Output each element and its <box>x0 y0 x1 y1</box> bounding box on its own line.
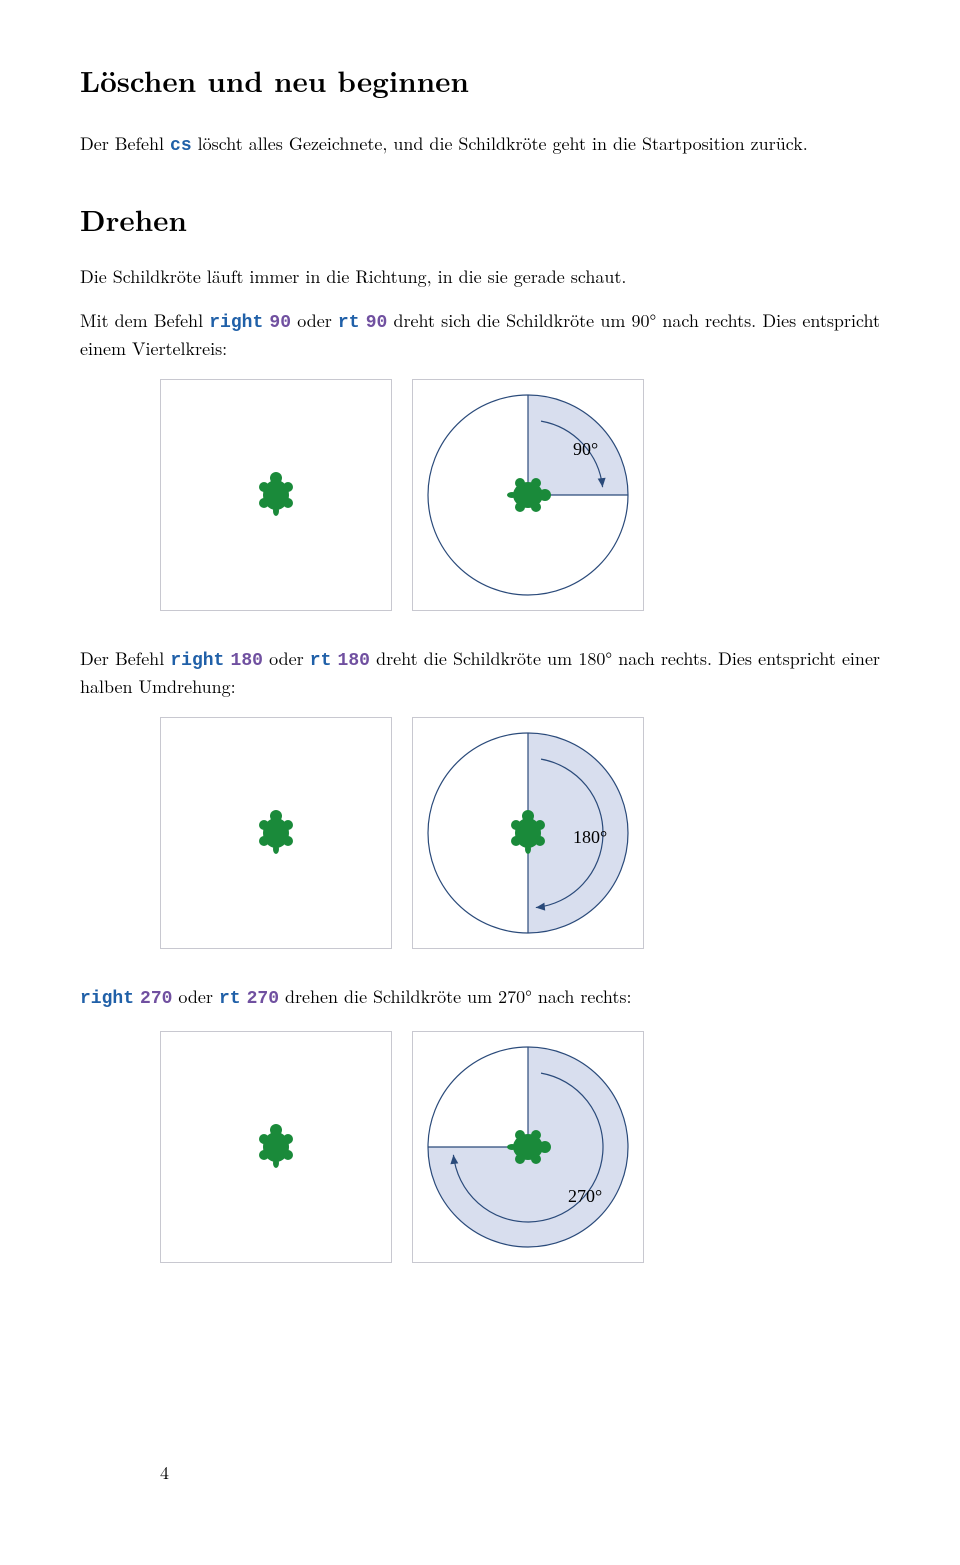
code-rt: rt <box>338 313 360 333</box>
para-right180: Der Befehl right 180 oder rt 180 dreht d… <box>80 646 880 699</box>
heading-clear: Löschen und neu beginnen <box>80 60 880 101</box>
text: oder <box>263 646 310 671</box>
text: Der Befehl <box>80 646 170 671</box>
code-right: right <box>80 989 134 1009</box>
fig-before-90 <box>160 379 392 611</box>
fig-after-90: 90° <box>412 379 644 611</box>
fig-before-270 <box>160 1031 392 1263</box>
text: löscht alles Gezeichnete, und die Schild… <box>192 131 808 156</box>
code-270b: 270 <box>247 989 279 1009</box>
text: drehen die Schildkröte um 270° nach rech… <box>279 984 632 1009</box>
heading-turn: Drehen <box>80 199 880 240</box>
svg-text:270°: 270° <box>568 1186 602 1206</box>
code-90: 90 <box>269 313 291 333</box>
code-180b: 180 <box>338 651 370 671</box>
code-180: 180 <box>231 651 263 671</box>
para-clear: Der Befehl cs löscht alles Gezeichnete, … <box>80 131 880 159</box>
para-right270: right 270 oder rt 270 drehen die Schildk… <box>80 984 880 1012</box>
code-rt: rt <box>219 989 241 1009</box>
code-90b: 90 <box>366 313 388 333</box>
code-right: right <box>170 651 224 671</box>
page-number: 4 <box>160 1460 169 1485</box>
text: Der Befehl <box>80 131 170 156</box>
text: Mit dem Befehl <box>80 308 209 333</box>
code-cs: cs <box>170 136 192 156</box>
svg-text:180°: 180° <box>573 827 607 847</box>
figure-row-180: 180° <box>160 717 880 949</box>
fig-after-180: 180° <box>412 717 644 949</box>
figure-row-90: 90° <box>160 379 880 611</box>
code-right: right <box>209 313 263 333</box>
svg-text:90°: 90° <box>573 439 598 459</box>
fig-before-180 <box>160 717 392 949</box>
figure-row-270: 270° <box>160 1031 880 1263</box>
text: oder <box>291 308 338 333</box>
text: oder <box>172 984 219 1009</box>
para-right90: Mit dem Befehl right 90 oder rt 90 dreht… <box>80 308 880 361</box>
fig-after-270: 270° <box>412 1031 644 1263</box>
code-rt: rt <box>310 651 332 671</box>
code-270: 270 <box>140 989 172 1009</box>
para-turn-intro: Die Schildkröte läuft immer in die Richt… <box>80 264 880 289</box>
